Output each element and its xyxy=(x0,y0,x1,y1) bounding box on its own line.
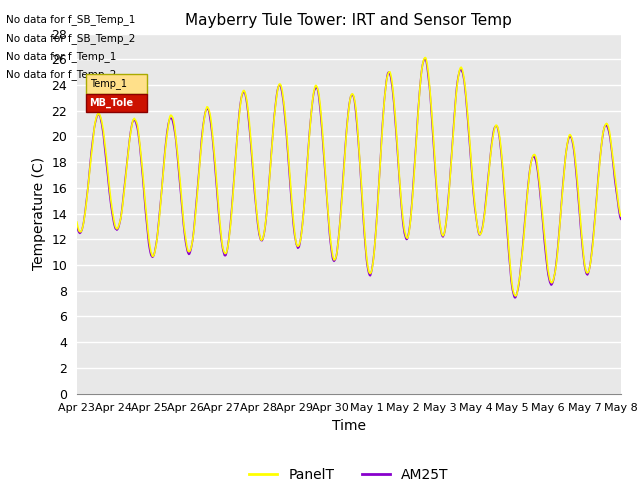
Text: No data for f_SB_Temp_2: No data for f_SB_Temp_2 xyxy=(6,33,136,44)
Text: No data for f_SB_Temp_1: No data for f_SB_Temp_1 xyxy=(6,14,136,25)
Text: MB_Tole: MB_Tole xyxy=(90,97,134,108)
Text: Temp_1: Temp_1 xyxy=(90,79,127,89)
Y-axis label: Temperature (C): Temperature (C) xyxy=(31,157,45,270)
Title: Mayberry Tule Tower: IRT and Sensor Temp: Mayberry Tule Tower: IRT and Sensor Temp xyxy=(186,13,512,28)
Legend: PanelT, AM25T: PanelT, AM25T xyxy=(244,462,454,480)
Text: No data for f_Temp_1: No data for f_Temp_1 xyxy=(6,51,116,62)
Text: No data for f_Temp_2: No data for f_Temp_2 xyxy=(6,69,116,80)
X-axis label: Time: Time xyxy=(332,419,366,433)
